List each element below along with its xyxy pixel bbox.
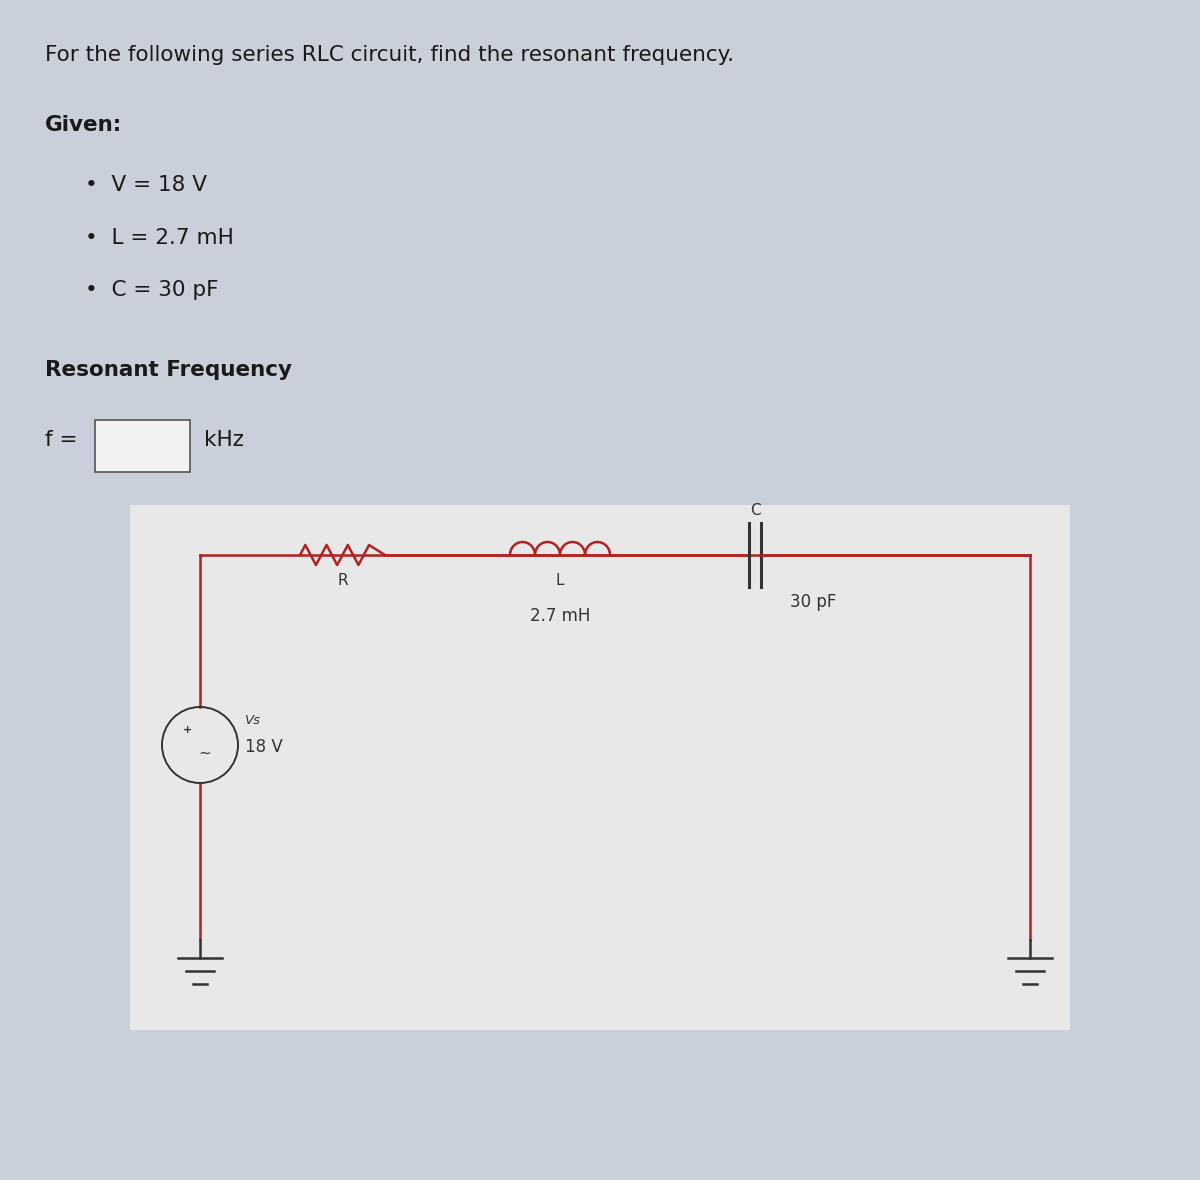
Text: f =: f =	[46, 430, 78, 450]
Text: Given:: Given:	[46, 114, 122, 135]
Text: R: R	[337, 573, 348, 588]
Text: Vs: Vs	[245, 714, 262, 727]
Text: 2.7 mH: 2.7 mH	[530, 607, 590, 625]
Text: +: +	[182, 725, 192, 735]
Text: 30 pF: 30 pF	[790, 594, 836, 611]
Text: kHz: kHz	[204, 430, 244, 450]
Text: L: L	[556, 573, 564, 588]
Text: Resonant Frequency: Resonant Frequency	[46, 360, 292, 380]
Text: C: C	[750, 503, 761, 518]
Text: •  V = 18 V: • V = 18 V	[85, 175, 208, 195]
Text: •  C = 30 pF: • C = 30 pF	[85, 280, 218, 300]
Text: 18 V: 18 V	[245, 738, 283, 756]
Bar	[130, 505, 1070, 1030]
Text: ∼: ∼	[199, 746, 211, 760]
Bar	[95, 420, 190, 472]
Text: •  L = 2.7 mH: • L = 2.7 mH	[85, 228, 234, 248]
Text: For the following series RLC circuit, find the resonant frequency.: For the following series RLC circuit, fi…	[46, 45, 734, 65]
